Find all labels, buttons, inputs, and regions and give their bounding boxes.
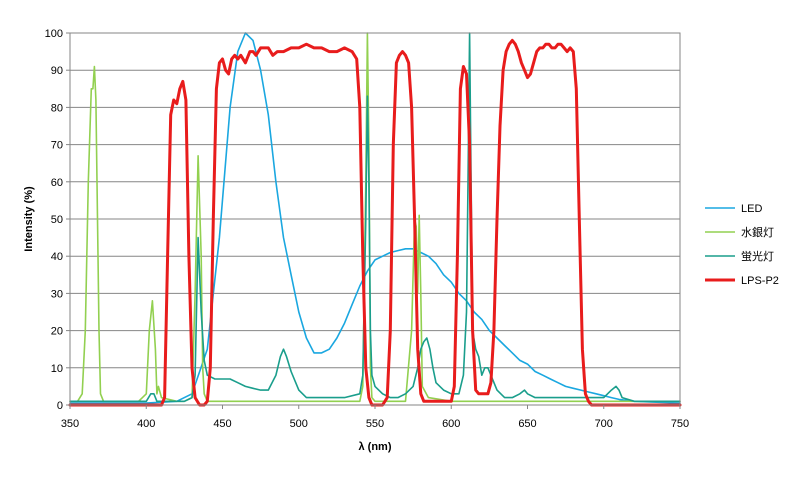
x-tick-label: 700 bbox=[595, 418, 613, 430]
y-tick-label: 60 bbox=[51, 177, 63, 189]
y-tick-label: 20 bbox=[51, 326, 63, 338]
x-tick-label: 550 bbox=[366, 418, 384, 430]
y-tick-label: 50 bbox=[51, 214, 63, 226]
legend-label: 水銀灯 bbox=[741, 225, 774, 239]
legend-label: LED bbox=[741, 203, 762, 215]
gridlines bbox=[70, 69, 680, 369]
x-tick-label: 400 bbox=[137, 418, 155, 430]
y-tick-label: 30 bbox=[51, 288, 63, 300]
series-line-2 bbox=[69, 32, 681, 403]
x-tick-label: 500 bbox=[290, 418, 308, 430]
x-tick-label: 350 bbox=[61, 418, 79, 430]
x-axis-title: λ (nm) bbox=[359, 441, 392, 453]
y-tick-label: 90 bbox=[51, 65, 63, 77]
y-tick-label: 40 bbox=[51, 251, 63, 263]
y-tick-label: 80 bbox=[51, 102, 63, 114]
x-axis-ticks: 350 400 450 500 550 600 650 700 750 bbox=[61, 405, 689, 430]
legend-label: LPS-P2 bbox=[741, 275, 779, 287]
legend-label: 蛍光灯 bbox=[741, 249, 774, 263]
x-tick-label: 600 bbox=[442, 418, 460, 430]
y-tick-label: 70 bbox=[51, 140, 63, 152]
series-line-1 bbox=[69, 32, 681, 403]
x-tick-label: 650 bbox=[518, 418, 536, 430]
series-lines bbox=[68, 32, 682, 407]
x-tick-label: 750 bbox=[671, 418, 689, 430]
x-tick-label: 450 bbox=[213, 418, 231, 430]
y-tick-label: 100 bbox=[45, 28, 63, 40]
series-line-0 bbox=[69, 32, 681, 404]
y-tick-label: 0 bbox=[57, 400, 63, 412]
y-axis-title: Intensity (%) bbox=[23, 186, 35, 252]
series-line-3 bbox=[68, 38, 682, 407]
y-axis-ticks: 0 10 20 30 40 50 60 70 80 90 100 bbox=[45, 28, 70, 412]
y-tick-label: 10 bbox=[51, 363, 63, 375]
